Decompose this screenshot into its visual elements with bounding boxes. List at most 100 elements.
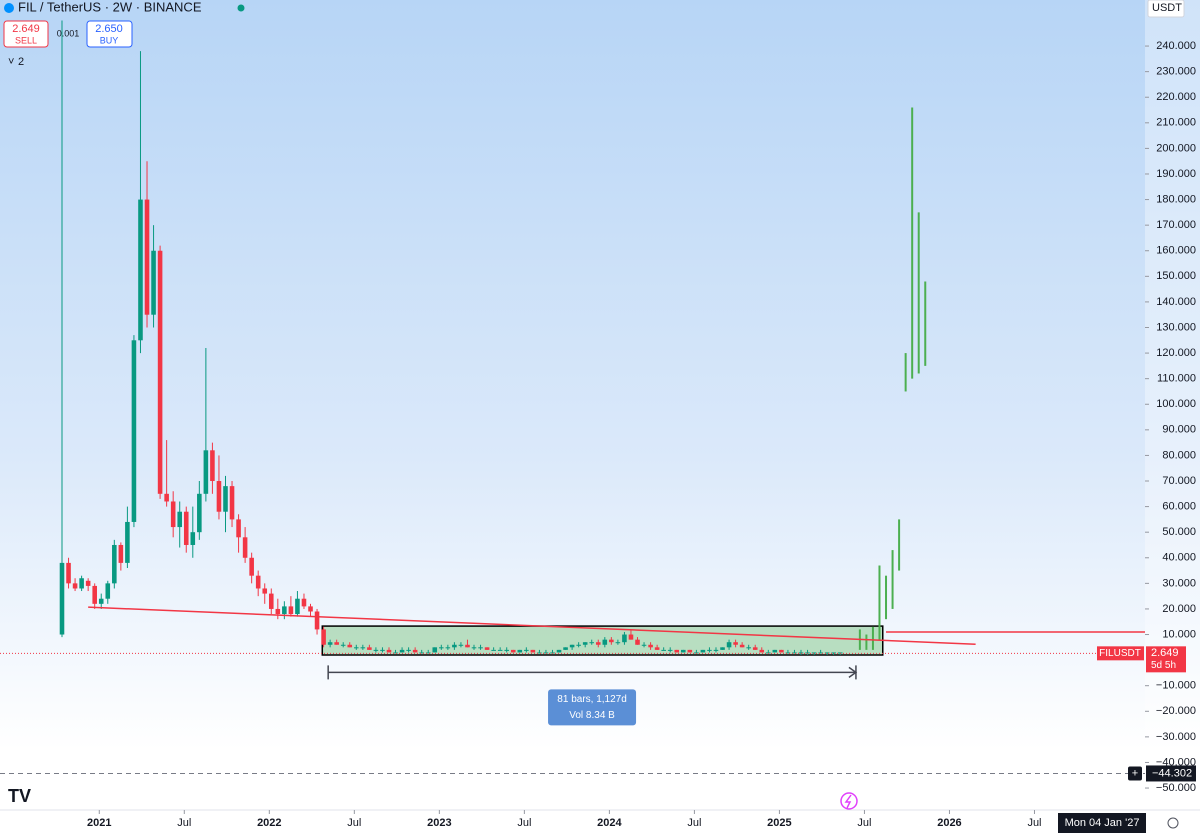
- candle-body: [125, 521, 130, 563]
- candle-body: [772, 649, 778, 653]
- x-tick-label: 2025: [767, 817, 791, 829]
- candle-body: [811, 652, 817, 654]
- y-tick-label: 240.000: [1156, 40, 1196, 52]
- measure-volume: Vol 8.34 B: [569, 710, 615, 721]
- y-tick-label: 80.000: [1162, 449, 1196, 461]
- candle-body: [255, 575, 261, 589]
- crosshair-plus-glyph: +: [1132, 767, 1138, 779]
- candle-body: [491, 649, 496, 651]
- y-tick-label: 50.000: [1162, 526, 1196, 538]
- candle-body: [308, 606, 313, 612]
- y-tick-label: 90.000: [1162, 424, 1196, 436]
- y-tick-label: −50.000: [1156, 782, 1196, 794]
- price-axis: [1145, 0, 1200, 810]
- x-tick-label: 2024: [597, 817, 622, 829]
- candle-body: [268, 593, 274, 609]
- y-tick-label: 200.000: [1156, 142, 1196, 154]
- crosshair-label: −44.302: [1152, 767, 1192, 779]
- candle-body: [190, 532, 196, 545]
- x-tick-label: 2022: [257, 817, 281, 829]
- spread: 0.001: [57, 28, 80, 38]
- last-price-box: [1146, 646, 1186, 673]
- candle-body: [733, 642, 738, 645]
- trendline: [88, 606, 976, 646]
- y-tick-label: 60.000: [1162, 501, 1196, 513]
- candle-body: [229, 486, 235, 520]
- currency-button[interactable]: [1147, 0, 1185, 18]
- symbol-icon: [4, 3, 14, 13]
- y-tick-label: 220.000: [1156, 91, 1196, 103]
- collapse-icon[interactable]: ˅: [8, 56, 14, 68]
- candle-body: [393, 652, 398, 654]
- y-tick-label: 110.000: [1157, 373, 1196, 385]
- y-tick-label: 30.000: [1162, 577, 1196, 589]
- settings-icon[interactable]: [1167, 817, 1179, 829]
- candle-body: [170, 501, 176, 528]
- candle-body: [183, 511, 189, 545]
- tv-logo: TV: [8, 786, 31, 806]
- candle-body: [831, 652, 836, 654]
- y-tick-label: 150.000: [1156, 270, 1196, 282]
- measure-label-box: [548, 689, 637, 726]
- candle-body: [785, 652, 791, 654]
- candle-body: [595, 642, 601, 645]
- sell-button[interactable]: [3, 20, 49, 48]
- lightning-glyph: [844, 794, 852, 809]
- countdown: 5d 5h: [1151, 660, 1176, 671]
- candle-body: [537, 652, 542, 654]
- candle-body: [85, 580, 91, 586]
- status-dot: [237, 4, 245, 12]
- candle-body: [478, 647, 483, 649]
- candle-body: [236, 519, 241, 538]
- indicator-count[interactable]: 2: [18, 56, 24, 68]
- candle-body: [700, 649, 706, 653]
- candle-body: [432, 647, 438, 653]
- candle-body: [452, 644, 457, 648]
- x-tick-label: 2026: [937, 817, 961, 829]
- candle-body: [792, 652, 797, 654]
- candle-body: [609, 639, 614, 643]
- candle-body: [203, 450, 209, 494]
- candle-body: [157, 250, 163, 494]
- y-tick-label: −20.000: [1156, 705, 1196, 717]
- buy-button[interactable]: [86, 20, 133, 48]
- y-tick-label: −10.000: [1156, 680, 1196, 692]
- x-tick-label: Jul: [1027, 817, 1041, 829]
- candle-body: [439, 647, 444, 649]
- header: FIL / TetherUS · 2W · BINANCE 2.649 SELL…: [3, 0, 1185, 68]
- candle-body: [759, 649, 765, 653]
- x-tick-label: 2023: [427, 817, 451, 829]
- candle-body: [373, 649, 379, 651]
- candle-body: [569, 644, 575, 648]
- y-tick-label: 40.000: [1162, 552, 1196, 564]
- candle-body: [216, 481, 222, 512]
- candle-body: [79, 578, 84, 589]
- candle-body: [602, 639, 608, 645]
- candle-body: [321, 629, 326, 645]
- crosshair-date-box: [1058, 813, 1146, 833]
- candle-body: [556, 649, 562, 653]
- y-tick-label: 190.000: [1156, 168, 1196, 180]
- y-tick-label: 180.000: [1156, 193, 1196, 205]
- candle-body: [66, 562, 71, 584]
- candle-body: [654, 647, 660, 650]
- candle-body: [504, 649, 509, 651]
- candle-body: [406, 649, 411, 651]
- candle-body: [628, 634, 634, 640]
- candle-body: [726, 642, 732, 648]
- candle-body: [445, 647, 451, 649]
- y-tick-label: −30.000: [1156, 731, 1196, 743]
- candle-body: [530, 649, 536, 653]
- buy-price: 2.650: [95, 23, 123, 35]
- buy-label: BUY: [100, 35, 119, 45]
- candle-body: [288, 606, 294, 615]
- candle-body: [386, 649, 392, 653]
- candle-body: [543, 652, 549, 654]
- candle-body: [680, 649, 686, 653]
- candle-body: [707, 649, 712, 651]
- symbol-title: FIL / TetherUS · 2W · BINANCE: [18, 0, 202, 14]
- lightning-icon[interactable]: [840, 792, 858, 810]
- x-tick-label: Jul: [517, 817, 531, 829]
